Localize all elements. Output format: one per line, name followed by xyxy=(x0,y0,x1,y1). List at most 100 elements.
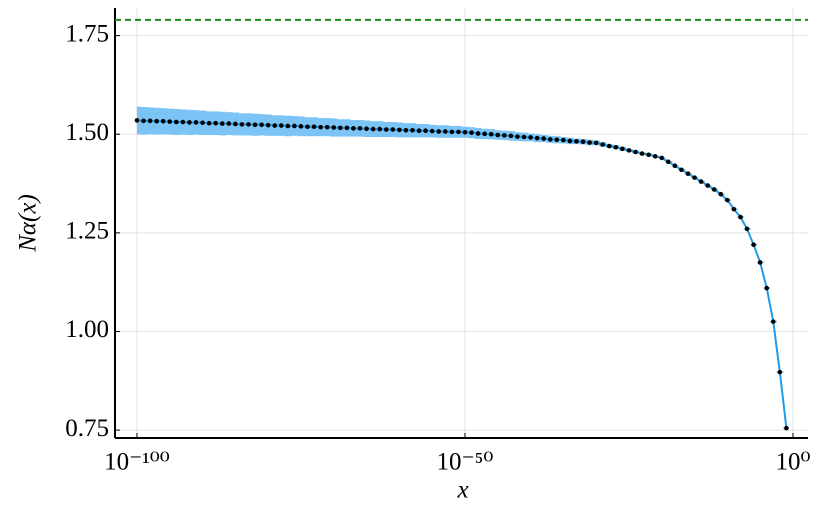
data-point xyxy=(311,124,317,130)
data-point xyxy=(167,119,173,124)
data-point xyxy=(757,260,763,265)
data-point xyxy=(390,127,396,132)
data-point xyxy=(738,214,743,220)
data-point xyxy=(272,123,278,128)
data-point xyxy=(718,191,724,197)
data-point xyxy=(436,129,442,134)
data-point xyxy=(751,242,756,247)
y-tick-label: 1.50 xyxy=(65,119,109,146)
data-point xyxy=(160,118,166,124)
data-point xyxy=(606,143,612,149)
data-point xyxy=(521,134,527,140)
data-point xyxy=(331,125,337,130)
data-point xyxy=(770,319,776,324)
data-point xyxy=(679,167,684,173)
data-point xyxy=(219,121,225,126)
data-point xyxy=(246,122,251,127)
data-point xyxy=(180,119,186,125)
data-point xyxy=(482,131,487,137)
data-point xyxy=(711,187,717,192)
x-axis-label: x xyxy=(456,477,468,504)
data-point xyxy=(488,131,494,137)
data-point xyxy=(357,126,363,131)
data-point xyxy=(318,124,323,130)
data-point xyxy=(515,134,520,139)
data-point xyxy=(462,129,468,135)
data-point xyxy=(292,123,297,129)
data-point xyxy=(672,163,678,169)
data-point xyxy=(541,136,546,141)
data-point xyxy=(777,369,783,375)
data-point xyxy=(377,126,382,132)
data-point xyxy=(666,159,671,165)
data-point xyxy=(534,135,540,141)
data-point xyxy=(226,121,232,126)
data-point xyxy=(193,120,199,125)
data-point xyxy=(423,128,428,133)
data-point xyxy=(265,122,271,128)
data-point xyxy=(744,226,750,232)
data-point xyxy=(567,138,573,144)
data-point xyxy=(298,124,304,129)
data-point xyxy=(547,137,553,142)
x-tick-label: 10⁻⁵⁰ xyxy=(436,449,493,476)
x-tick-label: 10⁰ xyxy=(775,449,810,476)
y-tick-label: 1.00 xyxy=(65,316,109,343)
data-point xyxy=(370,126,376,132)
data-point xyxy=(324,124,330,130)
data-point xyxy=(692,175,697,180)
data-point xyxy=(502,133,507,138)
data-point xyxy=(134,118,140,123)
data-point xyxy=(705,183,710,188)
data-point xyxy=(278,123,284,128)
y-tick-label: 1.25 xyxy=(65,218,109,245)
data-point xyxy=(141,118,146,124)
data-point xyxy=(469,130,474,135)
data-point xyxy=(593,140,599,146)
data-point xyxy=(495,132,501,138)
data-point xyxy=(305,124,310,130)
data-point xyxy=(554,137,560,143)
data-point xyxy=(731,206,737,212)
data-point xyxy=(239,122,245,127)
data-point xyxy=(620,146,625,152)
series-line xyxy=(136,119,788,429)
data-point xyxy=(561,137,566,143)
data-point xyxy=(416,128,422,133)
data-point xyxy=(456,129,461,135)
data-point xyxy=(187,120,192,125)
y-axis-label: Nα(x) xyxy=(15,194,42,253)
x-tick-label: 10⁻¹⁰⁰ xyxy=(104,449,170,476)
data-point xyxy=(764,285,770,291)
data-point xyxy=(633,149,638,155)
data-point xyxy=(784,425,789,431)
data-point xyxy=(259,122,264,128)
data-point xyxy=(364,126,369,132)
data-point xyxy=(475,131,481,136)
data-point xyxy=(725,197,730,203)
data-point xyxy=(508,133,514,139)
data-point xyxy=(639,151,645,156)
data-point xyxy=(233,121,238,127)
data-point xyxy=(442,129,448,134)
data-point xyxy=(587,140,592,145)
data-point xyxy=(403,127,409,133)
data-point xyxy=(429,128,435,134)
data-point xyxy=(646,152,651,158)
data-point xyxy=(659,155,665,161)
y-tick-label: 0.75 xyxy=(65,415,109,442)
data-point xyxy=(383,127,389,132)
data-point xyxy=(528,135,533,140)
data-point xyxy=(174,119,179,125)
data-point xyxy=(252,122,258,128)
y-tick-label: 1.75 xyxy=(65,20,109,47)
data-point xyxy=(147,118,153,124)
data-point xyxy=(154,118,159,124)
data-point xyxy=(652,154,658,159)
data-point xyxy=(613,144,619,150)
data-point xyxy=(449,129,455,135)
data-point xyxy=(338,125,343,131)
data-point xyxy=(206,120,212,126)
data-point xyxy=(574,139,579,144)
